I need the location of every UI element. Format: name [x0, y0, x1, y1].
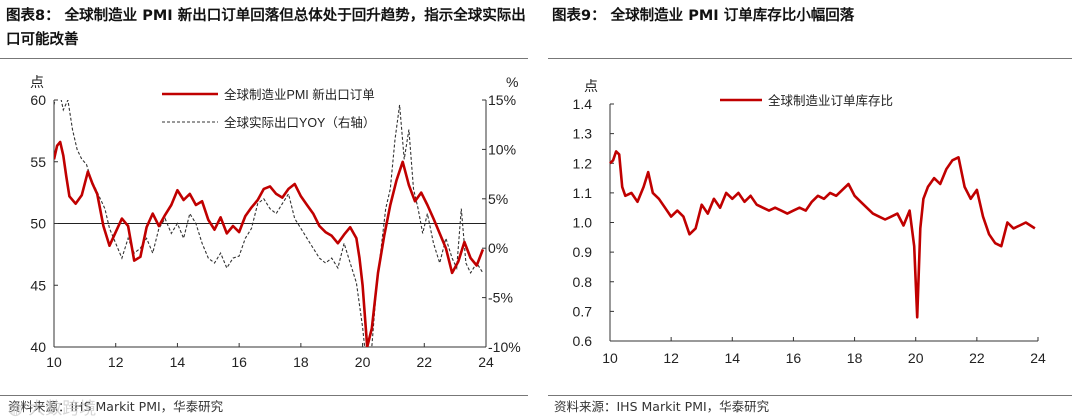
chart-8-left-tick-label: 45 [30, 277, 46, 293]
chart-panel-8: 图表8： 全球制造业 PMI 新出口订单回落但总体处于回升趋势，指示全球实际出口… [0, 0, 530, 419]
chart-8-x-tick-label: 16 [231, 354, 247, 370]
chart-8-x-tick-label: 10 [46, 354, 62, 370]
chart-8-x-tick-label: 12 [108, 354, 124, 370]
watermark-logo: ◍ 大数跨境 [8, 394, 96, 419]
chart-8-top-rule [0, 58, 528, 59]
chart-9-y-tick-label: 1.4 [573, 96, 593, 112]
chart-8-series-export-yoy [54, 100, 484, 347]
chart-8-x-tick-label: 24 [478, 354, 494, 370]
chart-9-y-tick-label: 0.9 [573, 244, 593, 260]
chart-9-x-tick-label: 16 [786, 350, 802, 366]
chart-9-y-tick-label: 0.6 [573, 333, 593, 349]
chart-9-source: 资料来源：IHS Markit PMI，华泰研究 [554, 399, 770, 414]
chart-9-x-tick-label: 10 [602, 350, 618, 366]
chart-8-source: 资料来源：IHS Markit PMI，华泰研究 [8, 399, 224, 414]
chart-9-top-rule [548, 58, 1072, 59]
chart-9-y-tick-label: 0.7 [573, 303, 593, 319]
chart-9-x-tick-label: 14 [724, 350, 740, 366]
watermark-text: 大数跨境 [28, 399, 97, 419]
chart-9-y-tick-label: 1.2 [573, 155, 593, 171]
chart-8-title-text: 全球制造业 PMI 新出口订单回落但总体处于回升趋势，指示全球实际出口可能改善 [6, 8, 526, 48]
chart-panel-9: 图表9： 全球制造业 PMI 订单库存比小幅回落 点 1.4 1.3 1.2 1.1 1.… [548, 0, 1080, 419]
chart-8-x-tick-label: 14 [170, 354, 186, 370]
chart-8-plot: 点 % 60 55 50 45 40 15% 10% 5% 0% -5% -10% 10 12 14 16 18 2… [30, 74, 521, 370]
chart-9-y-tick-label: 1.0 [573, 215, 593, 231]
chart-8-left-tick-label: 60 [30, 92, 46, 108]
chart-8-title-label: 图表8： [6, 8, 60, 24]
chart-8-x-tick-label: 20 [355, 354, 371, 370]
chart-8-right-unit: % [506, 74, 518, 90]
chart-8-x-tick-label: 18 [293, 354, 309, 370]
chart-9-x-tick-label: 20 [908, 350, 924, 366]
chart-9-legend-label: 全球制造业订单库存比 [768, 93, 893, 108]
chart-9-series-order-inventory-ratio [609, 150, 1036, 319]
chart-9-plot: 点 1.4 1.3 1.2 1.1 1.0 0.9 0.8 0.7 0.6 10 12 14 16 18 20… [573, 78, 1046, 366]
chart-8-bottom-rule [0, 395, 528, 396]
chart-8-right-tick-label: 5% [488, 191, 508, 207]
chart-9-y-tick-label: 0.8 [573, 274, 593, 290]
chart-9-bottom-rule [548, 395, 1072, 396]
chart-9-title: 图表9： 全球制造业 PMI 订单库存比小幅回落 [552, 4, 1072, 28]
chart-9-x-tick-label: 12 [663, 350, 679, 366]
chart-8-right-tick-label: -5% [488, 290, 513, 306]
chart-8-title: 图表8： 全球制造业 PMI 新出口订单回落但总体处于回升趋势，指示全球实际出口… [6, 4, 526, 52]
chart-9-y-unit: 点 [584, 78, 598, 94]
chart-9-x-tick-label: 18 [847, 350, 863, 366]
chart-8-x-tick-label: 22 [416, 354, 432, 370]
chart-9-title-label: 图表9： [552, 8, 606, 24]
chart-8-right-tick-label: 10% [488, 141, 516, 157]
chart-8-legend-label-export: 全球实际出口YOY（右轴） [224, 115, 375, 130]
chart-9-x-tick-label: 22 [969, 350, 985, 366]
chart-9-title-text: 全球制造业 PMI 订单库存比小幅回落 [610, 8, 855, 24]
chart-8-right-tick-label: -10% [488, 339, 521, 355]
chart-9-x-tick-label: 24 [1030, 350, 1046, 366]
chart-9-y-tick-label: 1.1 [573, 185, 593, 201]
chart-8-right-tick-label: 0% [488, 240, 508, 256]
chart-8-right-tick-label: 15% [488, 92, 516, 108]
chart-8-left-tick-label: 50 [30, 216, 46, 232]
chart-8-left-tick-label: 55 [30, 154, 46, 170]
chart-8-series-group [54, 100, 485, 347]
chart-8-series-pmi-new-export-orders [54, 140, 485, 347]
watermark-icon: ◍ [8, 399, 23, 419]
chart-8-left-unit: 点 [30, 74, 44, 90]
chart-9-y-tick-label: 1.3 [573, 126, 593, 142]
chart-8-legend-label-pmi: 全球制造业PMI 新出口订单 [224, 87, 375, 102]
chart-8-left-tick-label: 40 [30, 339, 46, 355]
